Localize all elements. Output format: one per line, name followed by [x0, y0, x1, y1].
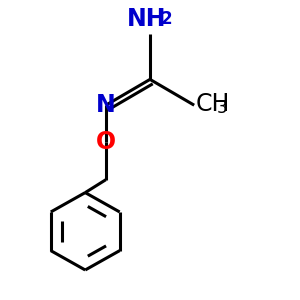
Text: O: O — [96, 130, 116, 154]
Text: 3: 3 — [216, 99, 227, 117]
Text: NH: NH — [127, 7, 167, 31]
Text: N: N — [96, 93, 116, 117]
Text: CH: CH — [196, 92, 230, 116]
Text: 2: 2 — [160, 11, 172, 28]
